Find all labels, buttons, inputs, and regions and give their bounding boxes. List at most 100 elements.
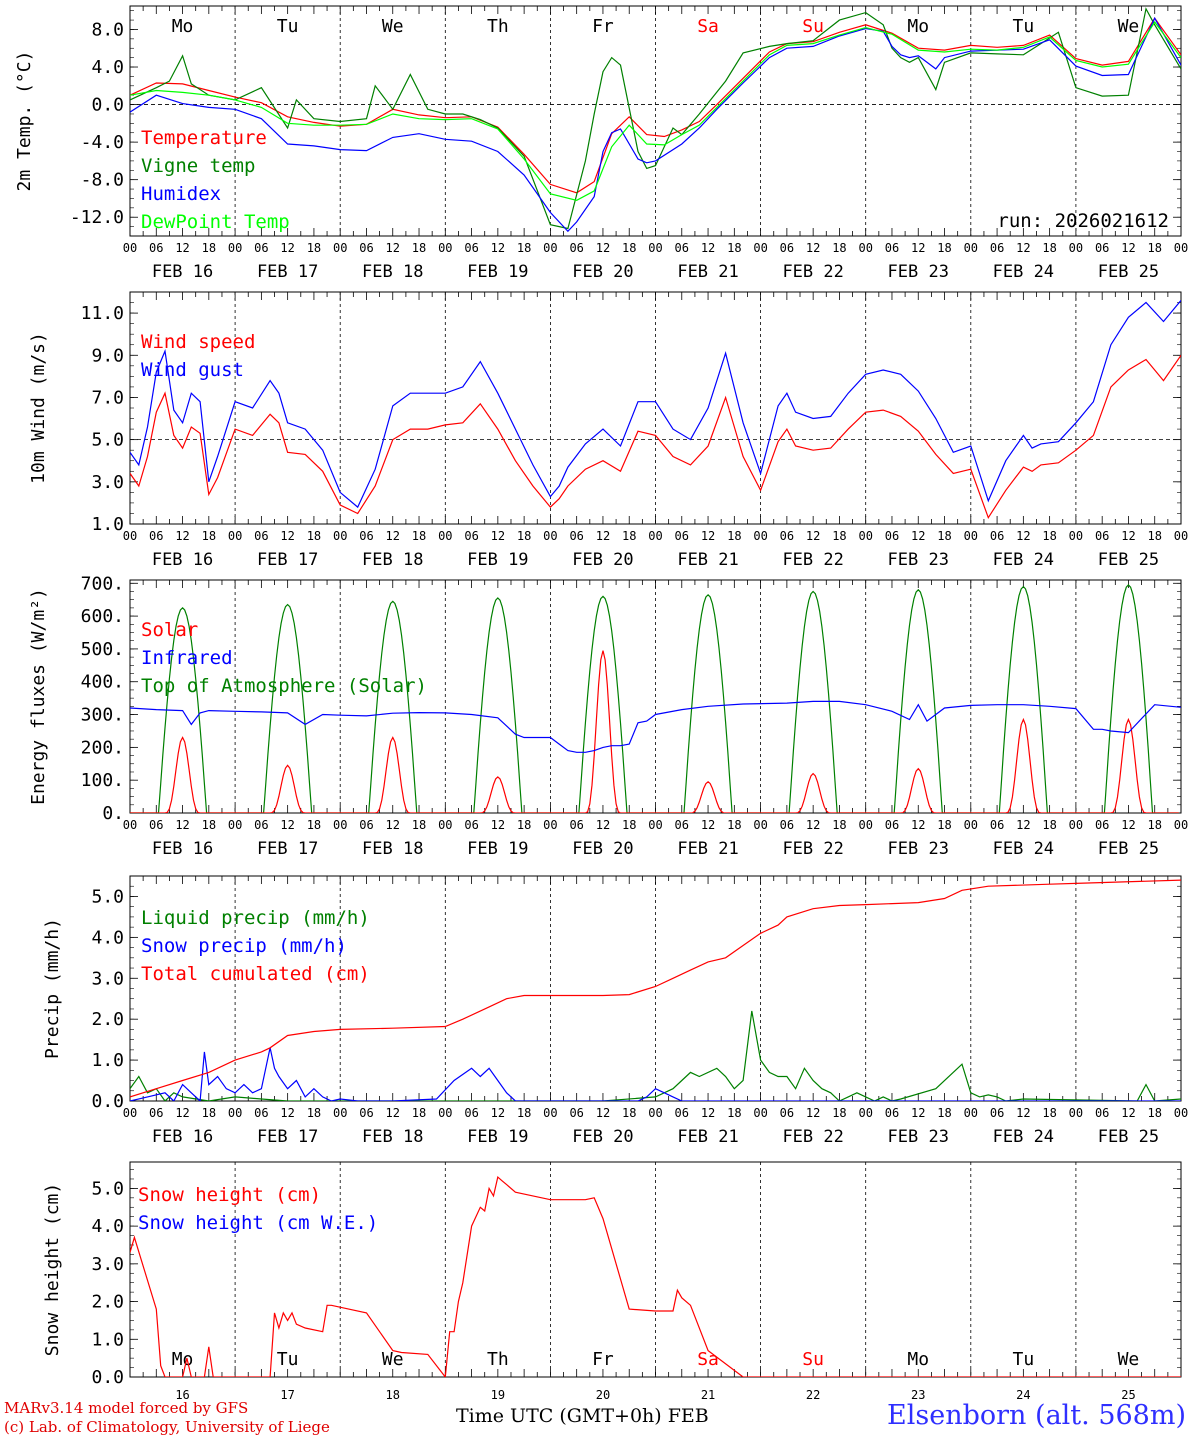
y-tick-label: 4.0 xyxy=(91,927,124,948)
hour-tick-label: 12 xyxy=(1121,818,1135,832)
hour-tick-label: 06 xyxy=(675,818,689,832)
date-label: FEB 20 xyxy=(572,1127,633,1147)
panel-wind: 00 06 12 18 FEB 16 00 06 12 18 FEB 17 00 06 12 18 FEB … xyxy=(28,291,1188,570)
date-label: FEB 21 xyxy=(677,1127,738,1147)
y-tick-label: 3.0 xyxy=(91,1254,124,1275)
date-label: FEB 21 xyxy=(677,262,738,282)
hour-tick-label: 12 xyxy=(596,529,610,543)
hour-tick-label: 06 xyxy=(464,1106,478,1120)
y-tick-label: 1.0 xyxy=(91,1050,124,1071)
hour-tick-label: 18 xyxy=(727,529,741,543)
humidex-line xyxy=(130,16,1181,233)
hour-tick-label: 06 xyxy=(254,818,268,832)
hour-tick-label: 18 xyxy=(307,818,321,832)
hour-tick-label: 06 xyxy=(149,818,163,832)
legend-solar: Solar xyxy=(141,619,198,641)
y-tick-label: 11.0 xyxy=(81,303,124,324)
hour-tick-label: 06 xyxy=(149,1106,163,1120)
hour-tick-label: 12 xyxy=(280,529,294,543)
hour-tick-label: 12 xyxy=(701,1106,715,1120)
hour-tick-label: 06 xyxy=(254,241,268,255)
hour-tick-label: 18 xyxy=(1042,1106,1056,1120)
date-label: FEB 21 xyxy=(677,839,738,859)
hour-tick-label: 00 xyxy=(438,1106,452,1120)
date-label: FEB 19 xyxy=(467,262,528,282)
weekday-label: Th xyxy=(487,1349,509,1370)
date-label: FEB 17 xyxy=(257,1127,318,1147)
hour-tick-label: 12 xyxy=(1016,241,1030,255)
y-tick-label: -8.0 xyxy=(81,170,124,191)
y-axis-title: Precip (mm/h) xyxy=(42,918,63,1059)
date-label: FEB 24 xyxy=(993,839,1054,859)
hour-tick-label: 18 xyxy=(1147,1106,1161,1120)
hour-tick-label: 18 xyxy=(1147,241,1161,255)
hour-tick-label: 18 xyxy=(1042,818,1056,832)
hour-tick-label: 18 xyxy=(727,818,741,832)
y-tick-label: 3.0 xyxy=(91,968,124,989)
hour-tick-label: 00 xyxy=(543,529,557,543)
hour-tick-label: 00 xyxy=(964,529,978,543)
run-label: run: 2026021612 xyxy=(997,210,1169,232)
hour-tick-label: 06 xyxy=(780,818,794,832)
y-axis-title: Energy fluxes (W/m²) xyxy=(28,588,49,805)
hour-tick-label: 12 xyxy=(175,1106,189,1120)
hour-tick-label: 12 xyxy=(911,529,925,543)
hour-tick-label: 06 xyxy=(990,818,1004,832)
legend-wind-speed: Wind speed xyxy=(141,331,255,353)
date-label: FEB 24 xyxy=(993,1127,1054,1147)
hour-tick-label: 00 xyxy=(648,818,662,832)
hour-tick-label: 12 xyxy=(175,818,189,832)
hour-tick-label: 00 xyxy=(1174,529,1188,543)
date-label: FEB 17 xyxy=(257,839,318,859)
hour-tick-label: 18 xyxy=(727,1106,741,1120)
day-number-label: 20 xyxy=(596,1388,610,1402)
date-label: FEB 16 xyxy=(152,839,213,859)
hour-tick-label: 06 xyxy=(359,1106,373,1120)
snow-height-cm-line xyxy=(130,1175,1181,1377)
day-number-label: 19 xyxy=(491,1388,505,1402)
hour-tick-label: 00 xyxy=(438,818,452,832)
hour-tick-label: 12 xyxy=(596,241,610,255)
hour-tick-label: 00 xyxy=(438,241,452,255)
hour-tick-label: 00 xyxy=(964,818,978,832)
hour-tick-label: 18 xyxy=(622,241,636,255)
hour-tick-label: 06 xyxy=(780,1106,794,1120)
legend-total-cumulated-cm: Total cumulated (cm) xyxy=(141,963,370,985)
hour-tick-label: 06 xyxy=(885,529,899,543)
date-label: FEB 22 xyxy=(782,839,843,859)
hour-tick-label: 06 xyxy=(464,818,478,832)
hour-tick-label: 06 xyxy=(1095,241,1109,255)
hour-tick-label: 00 xyxy=(228,1106,242,1120)
hour-tick-label: 06 xyxy=(990,241,1004,255)
hour-tick-label: 06 xyxy=(885,241,899,255)
legend-wind-gust: Wind gust xyxy=(141,359,244,381)
legend-snow-height-cm: Snow height (cm) xyxy=(138,1184,321,1206)
weekday-label: Fr xyxy=(592,16,614,37)
legend-liquid-precip-mm-h: Liquid precip (mm/h) xyxy=(141,907,370,929)
y-axis-title: 2m Temp. (°C) xyxy=(14,51,35,192)
hour-tick-label: 06 xyxy=(464,241,478,255)
hour-tick-label: 00 xyxy=(964,1106,978,1120)
hour-tick-label: 00 xyxy=(648,241,662,255)
weekday-label: Tu xyxy=(277,1349,299,1370)
y-tick-label: 200. xyxy=(81,737,124,758)
hour-tick-label: 12 xyxy=(1121,241,1135,255)
hour-tick-label: 06 xyxy=(990,1106,1004,1120)
y-tick-label: 4.0 xyxy=(91,1216,124,1237)
legend-dewpoint-temp: DewPoint Temp xyxy=(141,211,290,233)
hour-tick-label: 06 xyxy=(254,1106,268,1120)
weekday-label: Th xyxy=(487,16,509,37)
y-tick-label: 1.0 xyxy=(91,1329,124,1350)
date-label: FEB 24 xyxy=(993,550,1054,570)
hour-tick-label: 18 xyxy=(202,818,216,832)
weekday-label: Su xyxy=(802,16,824,37)
date-label: FEB 18 xyxy=(362,1127,423,1147)
hour-tick-label: 12 xyxy=(701,818,715,832)
weekday-label: We xyxy=(382,1349,404,1370)
hour-tick-label: 12 xyxy=(386,818,400,832)
hour-tick-label: 18 xyxy=(622,1106,636,1120)
hour-tick-label: 00 xyxy=(858,241,872,255)
y-tick-label: 700. xyxy=(81,573,124,594)
hour-tick-label: 18 xyxy=(832,1106,846,1120)
y-tick-label: 2.0 xyxy=(91,1009,124,1030)
